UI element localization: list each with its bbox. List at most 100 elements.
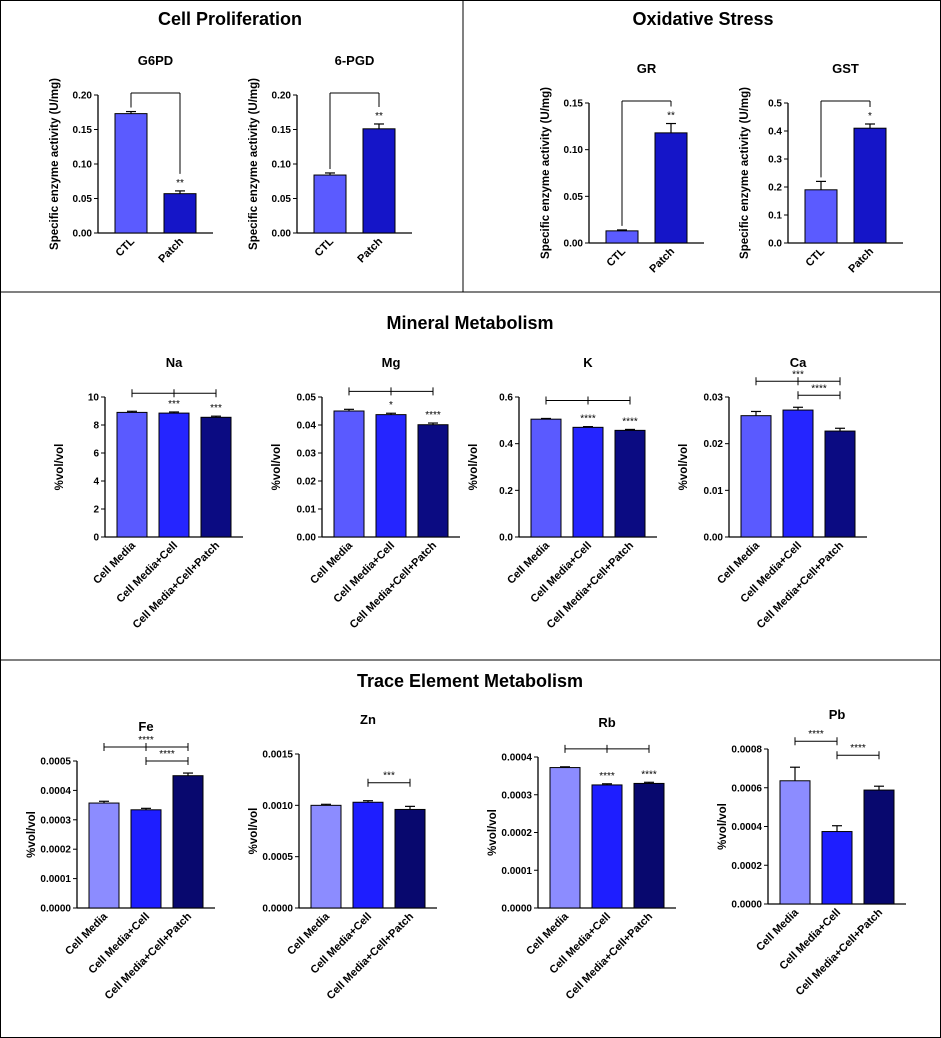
- y-tick-label: 0.01: [704, 486, 724, 497]
- section-title-cell-proliferation: Cell Proliferation: [158, 9, 302, 29]
- bar: [362, 128, 396, 234]
- x-tick-label: Patch: [156, 235, 186, 265]
- significance-label: ****: [622, 416, 638, 427]
- y-tick-label: 0.00: [704, 533, 724, 544]
- x-tick-label: Patch: [846, 245, 876, 275]
- bar: [200, 416, 232, 538]
- y-tick-label: 0.04: [297, 421, 317, 432]
- chart-title: Pb: [829, 707, 846, 722]
- y-tick-label: 0.4: [499, 439, 513, 450]
- x-tick-label: Cell Media+Cell+Patch: [545, 539, 637, 631]
- bar: [549, 767, 581, 909]
- y-tick-label: 0.20: [272, 91, 292, 102]
- significance-label: ****: [425, 410, 441, 421]
- x-tick-label: CTL: [313, 235, 337, 259]
- y-tick-label: 0.10: [564, 145, 584, 156]
- bar: [633, 782, 665, 909]
- y-tick-label: 0.00: [297, 533, 317, 544]
- x-tick-label: CTL: [804, 245, 828, 269]
- y-tick-label: 0.0008: [731, 745, 762, 756]
- y-tick-label: 0.0006: [731, 783, 762, 794]
- bar: [158, 412, 190, 538]
- bar: [394, 808, 426, 909]
- x-tick-label: Cell Media+Cell+Patch: [794, 906, 886, 998]
- y-tick-label: 0.0002: [731, 861, 762, 872]
- y-tick-label: 0.03: [704, 393, 724, 404]
- bracket-label: ***: [792, 369, 804, 380]
- chart-gst: GST Specific enzyme activity (U/mg) 0.0 0.1…: [739, 61, 903, 275]
- x-tick-label: Cell Media+Cell+Patch: [564, 910, 656, 1002]
- y-tick-label: 0.0: [768, 239, 782, 250]
- x-tick-label: Cell Media+Cell+Patch: [755, 539, 847, 631]
- bar: [782, 409, 814, 538]
- bar: [824, 430, 856, 538]
- significance-label: ****: [599, 771, 615, 782]
- bar: [172, 775, 204, 909]
- y-tick-label: 8: [93, 421, 99, 432]
- y-tick-label: 0.1: [768, 211, 782, 222]
- y-tick-label: 0.15: [272, 125, 292, 136]
- y-tick-label: 10: [88, 393, 100, 404]
- y-tick-label: 0.05: [297, 393, 317, 404]
- chart-6pgd: 6-PGD Specific enzyme activity (U/mg) 0.00…: [248, 53, 412, 265]
- y-tick-label: 0.0000: [731, 900, 762, 911]
- y-axis-label: Specific enzyme activity (U/mg): [49, 78, 61, 250]
- y-tick-label: 2: [93, 505, 99, 516]
- y-tick-label: 0.0015: [262, 750, 293, 761]
- bar: [313, 174, 347, 234]
- bracket-label: ****: [159, 749, 175, 760]
- y-tick-label: 0.0002: [40, 845, 71, 856]
- chart-title: Rb: [598, 715, 615, 730]
- y-tick-label: 0.05: [73, 194, 93, 205]
- y-axis-label: %vol/vol: [678, 444, 690, 491]
- bar: [310, 804, 342, 909]
- significance-label: ***: [168, 399, 180, 410]
- bar: [605, 230, 639, 244]
- significance-label: **: [176, 178, 184, 189]
- y-axis-label: Specific enzyme activity (U/mg): [248, 78, 260, 250]
- y-tick-label: 0.0001: [40, 874, 71, 885]
- y-axis-label: %vol/vol: [26, 811, 38, 858]
- bar: [572, 426, 604, 538]
- y-tick-label: 0.0003: [501, 790, 532, 801]
- bar: [740, 415, 772, 538]
- bar: [821, 831, 853, 905]
- chart-zn: Zn %vol/vol 0.0000 0.0005 0.0010 0.0015 Cell M…: [248, 712, 437, 1002]
- x-tick-label: Patch: [647, 245, 677, 275]
- chart-g6pd: G6PD Specific enzyme activity (U/mg) 0.00 0…: [49, 53, 213, 265]
- bar: [863, 789, 895, 905]
- y-tick-label: 0.05: [272, 194, 292, 205]
- y-tick-label: 0.10: [272, 160, 292, 171]
- x-tick-label: Cell Media+Cell+Patch: [103, 910, 195, 1002]
- y-tick-label: 0.20: [73, 91, 93, 102]
- y-tick-label: 0.0005: [40, 757, 71, 768]
- chart-rb: Rb %vol/vol 0.0000 0.0001 0.0002 0.0003 0.0004…: [487, 715, 676, 1002]
- y-tick-label: 0.4: [768, 127, 782, 138]
- y-tick-label: 0.0004: [731, 822, 762, 833]
- bar: [333, 410, 365, 538]
- chart-title: Mg: [382, 355, 401, 370]
- significance-label: **: [375, 111, 383, 122]
- y-axis-label: Specific enzyme activity (U/mg): [540, 87, 552, 259]
- y-axis-label: %vol/vol: [717, 803, 729, 850]
- y-tick-label: 0.0004: [40, 786, 71, 797]
- y-tick-label: 0.01: [297, 505, 317, 516]
- bar: [163, 193, 197, 234]
- bar: [530, 418, 562, 538]
- y-tick-label: 0.2: [499, 486, 513, 497]
- y-tick-label: 0.0004: [501, 753, 532, 764]
- y-tick-label: 0.2: [768, 183, 782, 194]
- x-tick-label: Patch: [355, 235, 385, 265]
- y-tick-label: 0.00: [564, 239, 584, 250]
- y-tick-label: 0.0010: [262, 801, 293, 812]
- section-title-trace-element-metabolism: Trace Element Metabolism: [357, 671, 583, 691]
- x-tick-label: Cell Media+Cell+Patch: [131, 539, 223, 631]
- y-axis-label: %vol/vol: [487, 809, 499, 856]
- chart-gr: GR Specific enzyme activity (U/mg) 0.00 0.0…: [540, 61, 704, 275]
- y-tick-label: 0.5: [768, 99, 782, 110]
- x-tick-label: CTL: [114, 235, 138, 259]
- y-tick-label: 0.0001: [501, 866, 532, 877]
- significance-label: ****: [580, 414, 596, 425]
- significance-label: ****: [641, 769, 657, 780]
- y-tick-label: 0.0000: [262, 904, 293, 915]
